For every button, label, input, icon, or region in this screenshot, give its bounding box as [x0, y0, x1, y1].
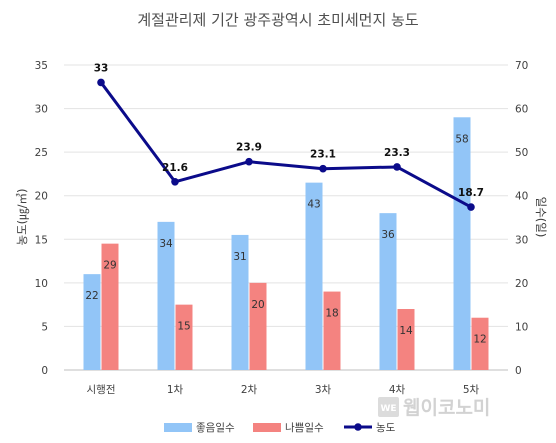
- gridlines: [64, 64, 508, 371]
- legend-marker: [354, 423, 362, 431]
- y-tick-left: 10: [35, 278, 48, 290]
- bar: [453, 117, 471, 371]
- y-tick-right: 30: [515, 234, 528, 246]
- y-tick-left: 5: [41, 321, 48, 333]
- bar-data-label: 20: [251, 299, 264, 311]
- y-tick-right: 50: [515, 147, 528, 159]
- axis-ticks: 0 5 10 15 20 25 30 35 0 10 20 30 40 50 60 70 시행전 1차 2차 3차 4차…: [35, 60, 529, 396]
- bar: [397, 309, 415, 370]
- y-tick-left: 0: [41, 365, 48, 377]
- line-data-label: 23.9: [236, 142, 262, 154]
- line-data-label: 23.1: [310, 149, 336, 161]
- bar-data-label: 18: [325, 308, 338, 320]
- x-tick-label: 1차: [167, 384, 184, 396]
- y-tick-right: 0: [515, 365, 522, 377]
- line-point: [467, 203, 475, 211]
- watermark-text: 웹이코노미: [403, 397, 490, 419]
- bar-data-label: 12: [473, 334, 486, 346]
- y-tick-right: 20: [515, 278, 528, 290]
- bar-series: 22 34 31 43 36 58 29 15 20 18 14 12: [83, 117, 489, 371]
- bar: [83, 274, 101, 370]
- line-data-label: 33: [94, 62, 109, 74]
- y-axis-title-right: 일수(일): [534, 197, 548, 238]
- bar: [249, 282, 267, 370]
- concentration-line: [99, 81, 472, 209]
- y-tick-right: 10: [515, 321, 528, 333]
- bar: [101, 243, 119, 370]
- bar: [323, 291, 341, 370]
- line-series: 33 21.6 23.9 23.1 23.3 18.7: [94, 62, 484, 211]
- bar-data-label: 15: [177, 321, 190, 333]
- bar-data-label: 31: [233, 251, 246, 263]
- bar-data-label: 58: [455, 133, 468, 145]
- y-tick-left: 20: [35, 191, 48, 203]
- x-tick-label: 4차: [389, 384, 406, 396]
- bar: [157, 221, 175, 370]
- legend-swatch: [253, 423, 281, 432]
- watermark: WE 웹이코노미: [378, 397, 490, 419]
- legend-swatch: [164, 423, 192, 432]
- x-tick-label: 시행전: [87, 384, 116, 396]
- legend-label: 나쁨일수: [285, 421, 324, 434]
- y-tick-right: 40: [515, 191, 528, 203]
- y-axis-title-left: 농도(㎍/㎥): [15, 188, 29, 245]
- x-tick-label: 3차: [315, 384, 332, 396]
- bar-data-label: 14: [399, 325, 413, 337]
- watermark-logo-text: WE: [380, 404, 396, 414]
- y-tick-right: 70: [515, 60, 528, 72]
- y-tick-left: 35: [35, 60, 48, 72]
- line-data-label: 21.6: [162, 162, 188, 174]
- chart-title: 계절관리제 기간 광주광역시 초미세먼지 농도: [137, 11, 418, 29]
- legend: 좋음일수 나쁨일수 농도: [164, 421, 396, 434]
- y-tick-left: 30: [35, 104, 48, 116]
- line-point: [171, 177, 179, 186]
- legend-label: 좋음일수: [196, 421, 235, 434]
- line-point: [245, 157, 253, 166]
- line-point: [97, 78, 105, 87]
- bar: [379, 213, 397, 370]
- watermark-logo-box: [378, 397, 399, 417]
- bar-data-label: 43: [307, 199, 320, 211]
- x-tick-label: 2차: [241, 384, 258, 396]
- y-tick-left: 25: [35, 147, 48, 159]
- bar-data-label: 34: [159, 238, 173, 250]
- bar-data-label: 22: [85, 290, 98, 302]
- legend-label: 농도: [376, 422, 396, 434]
- line-point: [319, 164, 327, 173]
- bar-data-label: 29: [103, 260, 116, 272]
- line-point: [393, 163, 401, 171]
- line-data-label: 23.3: [384, 147, 410, 159]
- bar: [231, 234, 249, 370]
- bar: [471, 317, 489, 370]
- bar: [175, 304, 193, 370]
- line-data-label: 18.7: [458, 187, 484, 199]
- bar-data-label: 36: [381, 229, 395, 241]
- y-tick-left: 15: [35, 234, 48, 246]
- x-tick-label: 5차: [463, 384, 480, 396]
- y-tick-right: 60: [515, 104, 528, 116]
- bar: [305, 182, 323, 370]
